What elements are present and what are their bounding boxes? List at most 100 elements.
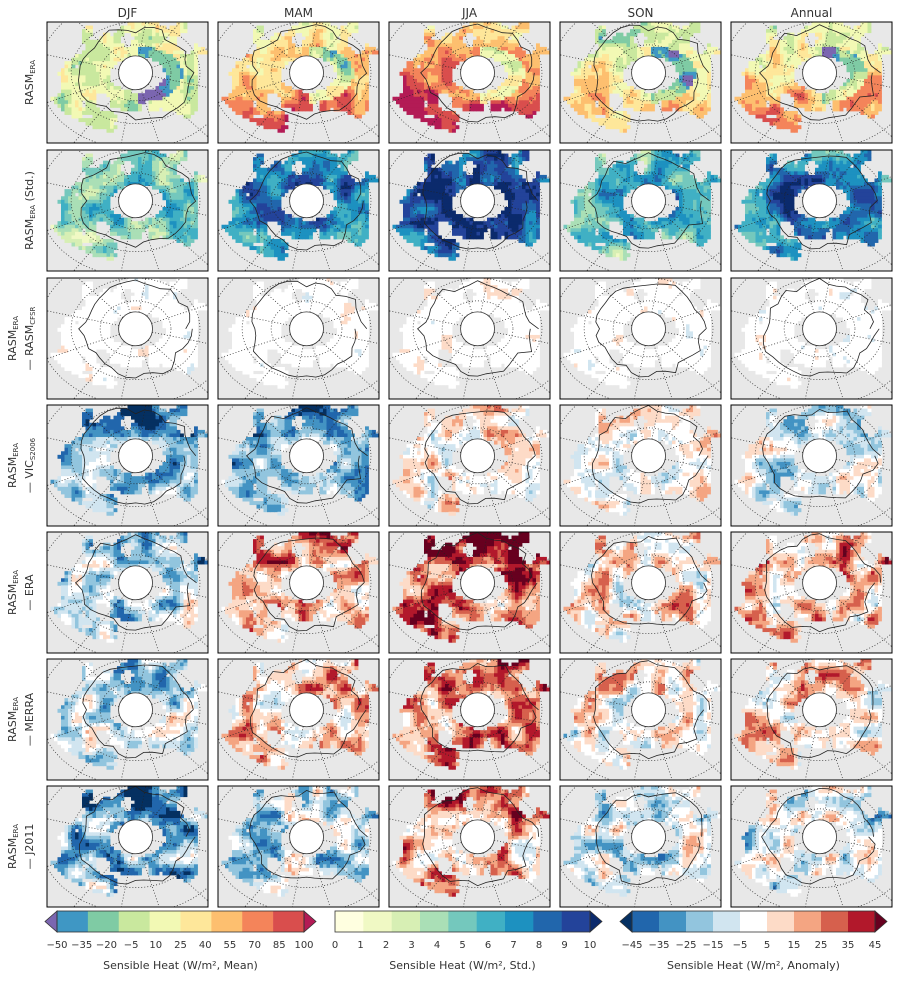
map-cell bbox=[235, 78, 240, 83]
map-cell bbox=[476, 50, 481, 55]
map-cell bbox=[78, 82, 83, 87]
map-cell bbox=[619, 36, 624, 41]
map-cell bbox=[686, 25, 690, 30]
map-cell bbox=[850, 100, 854, 105]
map-cell bbox=[246, 196, 250, 201]
map-cell bbox=[253, 78, 257, 83]
map-cell bbox=[284, 50, 289, 55]
map-cell bbox=[176, 221, 181, 226]
map-cell bbox=[309, 46, 313, 51]
map-cell bbox=[187, 54, 191, 58]
map-cell bbox=[340, 71, 345, 76]
map-cell bbox=[637, 50, 641, 55]
map-cell bbox=[337, 32, 341, 37]
map-cell bbox=[871, 93, 875, 98]
map-cell bbox=[96, 199, 100, 204]
map-cell bbox=[323, 25, 327, 30]
map-cell bbox=[766, 57, 770, 62]
map-cell bbox=[242, 75, 247, 80]
map-cell bbox=[68, 100, 72, 105]
map-cell bbox=[159, 221, 163, 226]
map-cell bbox=[155, 164, 160, 169]
map-cell bbox=[602, 54, 606, 58]
map-cell bbox=[365, 46, 369, 51]
map-cell bbox=[605, 86, 610, 91]
map-cell bbox=[180, 153, 184, 158]
map-cell bbox=[787, 57, 791, 62]
map-cell bbox=[120, 231, 125, 236]
map-cell bbox=[169, 217, 174, 222]
map-cell bbox=[619, 125, 624, 130]
map-cell bbox=[787, 61, 791, 66]
map-cell bbox=[333, 157, 338, 162]
map-cell bbox=[162, 210, 167, 215]
map-cell bbox=[295, 174, 299, 179]
map-cell bbox=[99, 46, 104, 51]
map-cell bbox=[106, 110, 111, 115]
map-cell bbox=[180, 64, 184, 69]
map-cell bbox=[277, 57, 282, 62]
map-cell bbox=[825, 22, 830, 26]
map-cell bbox=[605, 78, 610, 83]
map-cell bbox=[253, 64, 257, 69]
map-cell bbox=[689, 29, 694, 34]
map-cell bbox=[853, 36, 858, 41]
map-cell bbox=[138, 43, 142, 48]
map-cell bbox=[483, 46, 488, 51]
map-cell bbox=[626, 46, 631, 51]
map-cell bbox=[693, 86, 697, 91]
map-cell bbox=[427, 43, 432, 48]
map-cell bbox=[260, 64, 264, 69]
map-cell bbox=[277, 68, 282, 73]
map-cell bbox=[340, 29, 345, 34]
map-cell bbox=[846, 46, 851, 51]
map-cell bbox=[829, 22, 833, 26]
map-cell bbox=[235, 199, 240, 204]
map-cell bbox=[602, 57, 606, 62]
meridian-line bbox=[482, 88, 502, 143]
map-cell bbox=[441, 39, 446, 44]
map-cell bbox=[752, 75, 756, 80]
map-cell bbox=[361, 54, 366, 58]
map-cell bbox=[340, 157, 345, 162]
map-cell bbox=[354, 199, 359, 204]
map-cell bbox=[92, 107, 97, 112]
map-cell bbox=[246, 82, 250, 87]
map-cell bbox=[71, 114, 76, 119]
map-cell bbox=[232, 100, 236, 105]
map-cell bbox=[68, 224, 72, 229]
map-cell bbox=[75, 196, 79, 201]
map-cell bbox=[75, 68, 79, 73]
map-cell bbox=[769, 46, 774, 51]
map-cell bbox=[591, 61, 596, 66]
map-cell bbox=[312, 36, 317, 41]
map-cell bbox=[354, 157, 359, 162]
map-cell bbox=[85, 39, 90, 44]
map-cell bbox=[141, 221, 146, 226]
map-cell bbox=[187, 214, 191, 219]
meridian-line bbox=[319, 83, 379, 138]
map-cell bbox=[801, 54, 805, 58]
map-cell bbox=[141, 32, 146, 37]
map-cell bbox=[351, 199, 355, 204]
map-cell bbox=[609, 46, 613, 51]
map-cell bbox=[127, 93, 132, 98]
map-cell bbox=[124, 103, 128, 108]
map-cell bbox=[434, 71, 439, 76]
map-cell bbox=[665, 100, 669, 105]
map-cell bbox=[281, 114, 285, 119]
map-cell bbox=[169, 39, 174, 44]
map-cell bbox=[141, 54, 146, 58]
map-cell bbox=[420, 82, 425, 87]
map-cell bbox=[152, 50, 156, 55]
map-cell bbox=[145, 153, 149, 158]
map-cell bbox=[110, 192, 114, 197]
map-cell bbox=[194, 224, 198, 229]
map-cell bbox=[117, 160, 121, 165]
map-cell bbox=[61, 96, 65, 101]
map-cell bbox=[591, 54, 596, 58]
map-cell bbox=[326, 96, 331, 101]
map-cell bbox=[176, 68, 181, 73]
map-cell bbox=[623, 96, 627, 101]
map-cell bbox=[89, 89, 93, 94]
